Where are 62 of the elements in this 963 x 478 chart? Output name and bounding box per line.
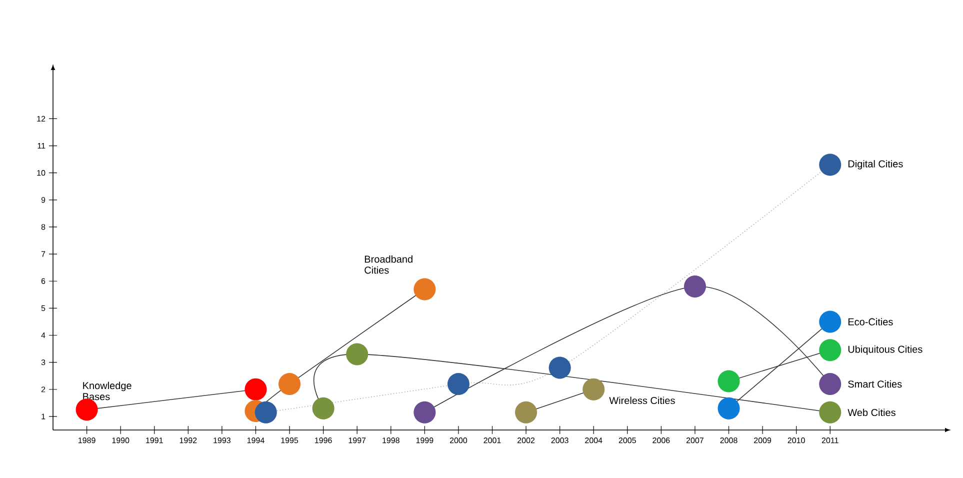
x-tick-label: 2005 <box>618 438 636 444</box>
y-tick-label: 5 <box>41 305 46 311</box>
series-label: Broadband Cities <box>364 255 412 274</box>
point <box>346 343 368 366</box>
point <box>718 370 740 392</box>
point <box>548 356 571 379</box>
x-tick-label: 1998 <box>382 438 400 444</box>
series-label: Eco-Cities <box>848 318 893 326</box>
point <box>819 401 842 424</box>
series-label: Wireless Cities <box>609 396 675 404</box>
point <box>819 310 842 333</box>
x-tick-label: 2009 <box>754 438 772 444</box>
x-tick-label: 2007 <box>686 438 704 444</box>
x-tick-label: 1994 <box>247 438 264 444</box>
x-tick-label: 1991 <box>146 438 163 444</box>
x-tick-label: 1993 <box>214 438 230 444</box>
point <box>414 278 436 300</box>
point <box>76 398 98 421</box>
point <box>414 401 436 424</box>
y-tick-label: 10 <box>37 170 46 176</box>
x-tick-label: 1990 <box>112 438 130 444</box>
x-tick-label: 1992 <box>180 438 197 444</box>
x-tick-label: 2006 <box>652 438 670 444</box>
x-tick-label: 1997 <box>348 438 366 444</box>
x-tick-label: 2004 <box>585 438 602 444</box>
point <box>447 372 470 395</box>
y-tick-label: 8 <box>41 224 46 230</box>
x-tick-label: 1995 <box>281 438 298 444</box>
series-label: Web Cities <box>848 408 896 416</box>
point <box>515 401 538 424</box>
y-tick-label: 2 <box>41 386 46 392</box>
y-tick-label: 1 <box>42 414 46 420</box>
x-tick-label: 1996 <box>315 438 332 444</box>
point <box>684 276 706 298</box>
point <box>254 401 277 424</box>
y-tick-label: 7 <box>41 251 46 257</box>
y-tick-label: 9 <box>41 197 46 203</box>
point <box>819 339 842 362</box>
y-tick-label: 12 <box>37 116 46 122</box>
series-label: Ubiquitous Cities <box>848 345 922 355</box>
series-label: Digital Cities <box>848 160 903 170</box>
point <box>582 378 605 400</box>
point <box>312 397 334 420</box>
point <box>819 154 842 176</box>
point <box>718 397 740 420</box>
y-tick-label: 6 <box>41 278 46 284</box>
x-tick-label: 2001 <box>484 438 501 444</box>
y-tick-label: 3 <box>41 359 46 366</box>
series-label: Smart Cities <box>848 380 902 388</box>
x-tick-label: 2008 <box>720 438 738 444</box>
point <box>819 372 842 395</box>
point <box>278 372 301 395</box>
y-tick-label: 11 <box>38 143 46 149</box>
y-tick-label: 4 <box>41 332 46 338</box>
x-tick-label: 2003 <box>551 438 568 444</box>
x-tick-label: 1999 <box>416 438 434 444</box>
x-tick-label: 2011 <box>822 438 838 444</box>
x-tick-label: 2000 <box>450 438 468 444</box>
x-tick-label: 2010 <box>788 438 805 444</box>
x-tick-label: 2002 <box>518 438 535 444</box>
x-tick-label: 1989 <box>78 438 96 444</box>
point <box>244 378 267 400</box>
